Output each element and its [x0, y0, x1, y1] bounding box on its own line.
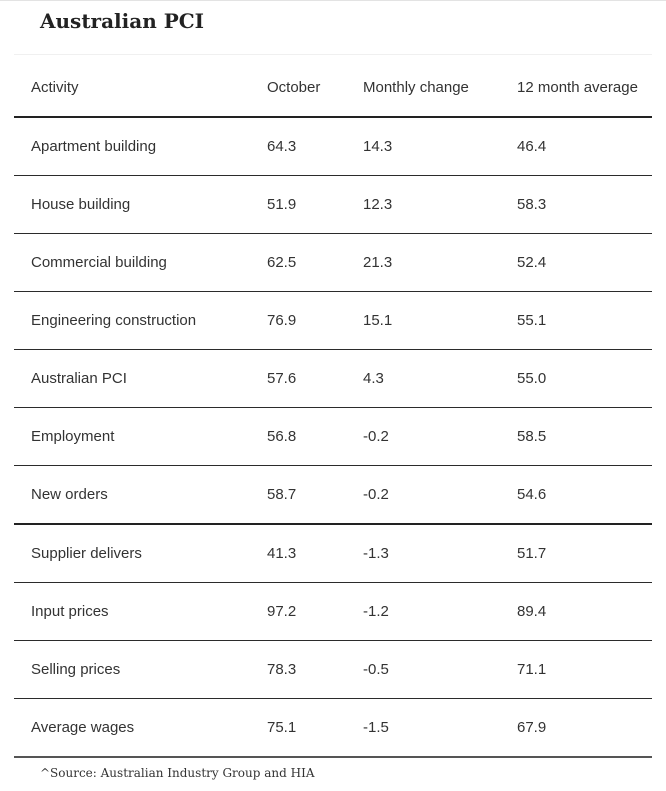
table-row: Input prices 97.2 -1.2 89.4 — [14, 582, 652, 641]
cell-12-month-average: 51.7 — [517, 524, 652, 583]
table-header: Activity October Monthly change 12 month… — [14, 58, 652, 118]
cell-october: 78.3 — [267, 640, 363, 699]
table-row: Commercial building 62.5 21.3 52.4 — [14, 233, 652, 292]
cell-monthly-change: 12.3 — [363, 175, 517, 234]
cell-12-month-average: 89.4 — [517, 582, 652, 641]
table-body: Apartment building 64.3 14.3 46.4 House … — [14, 117, 652, 758]
table-row: Australian PCI 57.6 4.3 55.0 — [14, 349, 652, 408]
cell-activity: Average wages — [14, 698, 267, 758]
table-row: Employment 56.8 -0.2 58.5 — [14, 407, 652, 466]
cell-activity: Selling prices — [14, 640, 267, 699]
cell-october: 64.3 — [267, 117, 363, 176]
cell-monthly-change: 21.3 — [363, 233, 517, 292]
table-row: Average wages 75.1 -1.5 67.9 — [14, 698, 652, 758]
table-header-row: Activity October Monthly change 12 month… — [14, 58, 652, 118]
cell-activity: Australian PCI — [14, 349, 267, 408]
cell-monthly-change: 15.1 — [363, 291, 517, 350]
cell-monthly-change: -0.2 — [363, 407, 517, 466]
table-row: Supplier delivers 41.3 -1.3 51.7 — [14, 524, 652, 583]
cell-monthly-change: 14.3 — [363, 117, 517, 176]
cell-october: 41.3 — [267, 524, 363, 583]
table-row: Selling prices 78.3 -0.5 71.1 — [14, 640, 652, 699]
column-header-activity: Activity — [14, 58, 267, 118]
cell-october: 57.6 — [267, 349, 363, 408]
cell-activity: Commercial building — [14, 233, 267, 292]
cell-october: 75.1 — [267, 698, 363, 758]
cell-12-month-average: 58.5 — [517, 407, 652, 466]
cell-12-month-average: 52.4 — [517, 233, 652, 292]
pci-table: Activity October Monthly change 12 month… — [14, 58, 652, 758]
cell-12-month-average: 55.1 — [517, 291, 652, 350]
column-header-monthly-change: Monthly change — [363, 58, 517, 118]
cell-activity: Supplier delivers — [14, 524, 267, 583]
cell-monthly-change: -1.5 — [363, 698, 517, 758]
cell-12-month-average: 67.9 — [517, 698, 652, 758]
column-header-12-month-average: 12 month average — [517, 58, 652, 118]
cell-12-month-average: 46.4 — [517, 117, 652, 176]
table-row: House building 51.9 12.3 58.3 — [14, 175, 652, 234]
cell-october: 97.2 — [267, 582, 363, 641]
cell-12-month-average: 71.1 — [517, 640, 652, 699]
cell-october: 58.7 — [267, 465, 363, 525]
cell-october: 76.9 — [267, 291, 363, 350]
cell-october: 51.9 — [267, 175, 363, 234]
top-divider — [0, 0, 666, 1]
cell-activity: Employment — [14, 407, 267, 466]
cell-activity: Engineering construction — [14, 291, 267, 350]
cell-monthly-change: 4.3 — [363, 349, 517, 408]
column-header-october: October — [267, 58, 363, 118]
cell-monthly-change: -0.2 — [363, 465, 517, 525]
table-row: New orders 58.7 -0.2 54.6 — [14, 465, 652, 525]
cell-12-month-average: 54.6 — [517, 465, 652, 525]
cell-monthly-change: -1.2 — [363, 582, 517, 641]
page-title: Australian PCI — [40, 9, 205, 33]
source-note: ^Source: Australian Industry Group and H… — [40, 766, 315, 780]
cell-activity: Apartment building — [14, 117, 267, 176]
cell-12-month-average: 55.0 — [517, 349, 652, 408]
cell-october: 62.5 — [267, 233, 363, 292]
cell-12-month-average: 58.3 — [517, 175, 652, 234]
table-row: Apartment building 64.3 14.3 46.4 — [14, 117, 652, 176]
table-row: Engineering construction 76.9 15.1 55.1 — [14, 291, 652, 350]
cell-october: 56.8 — [267, 407, 363, 466]
cell-activity: House building — [14, 175, 267, 234]
cell-activity: Input prices — [14, 582, 267, 641]
cell-monthly-change: -0.5 — [363, 640, 517, 699]
cell-monthly-change: -1.3 — [363, 524, 517, 583]
title-divider — [14, 54, 652, 55]
cell-activity: New orders — [14, 465, 267, 525]
